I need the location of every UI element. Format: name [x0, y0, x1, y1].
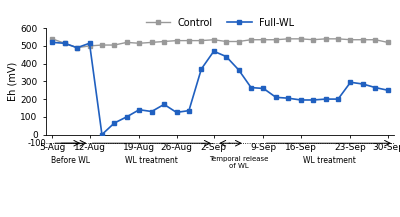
Y-axis label: Eh (mV): Eh (mV): [8, 62, 18, 101]
Text: WL treatment: WL treatment: [303, 156, 356, 165]
Text: -100: -100: [27, 139, 46, 148]
Text: Temporal release
of WL: Temporal release of WL: [209, 156, 268, 169]
Text: WL treatment: WL treatment: [125, 156, 178, 165]
Legend: Control, Full-WL: Control, Full-WL: [142, 14, 298, 32]
Text: Before WL: Before WL: [51, 156, 90, 165]
